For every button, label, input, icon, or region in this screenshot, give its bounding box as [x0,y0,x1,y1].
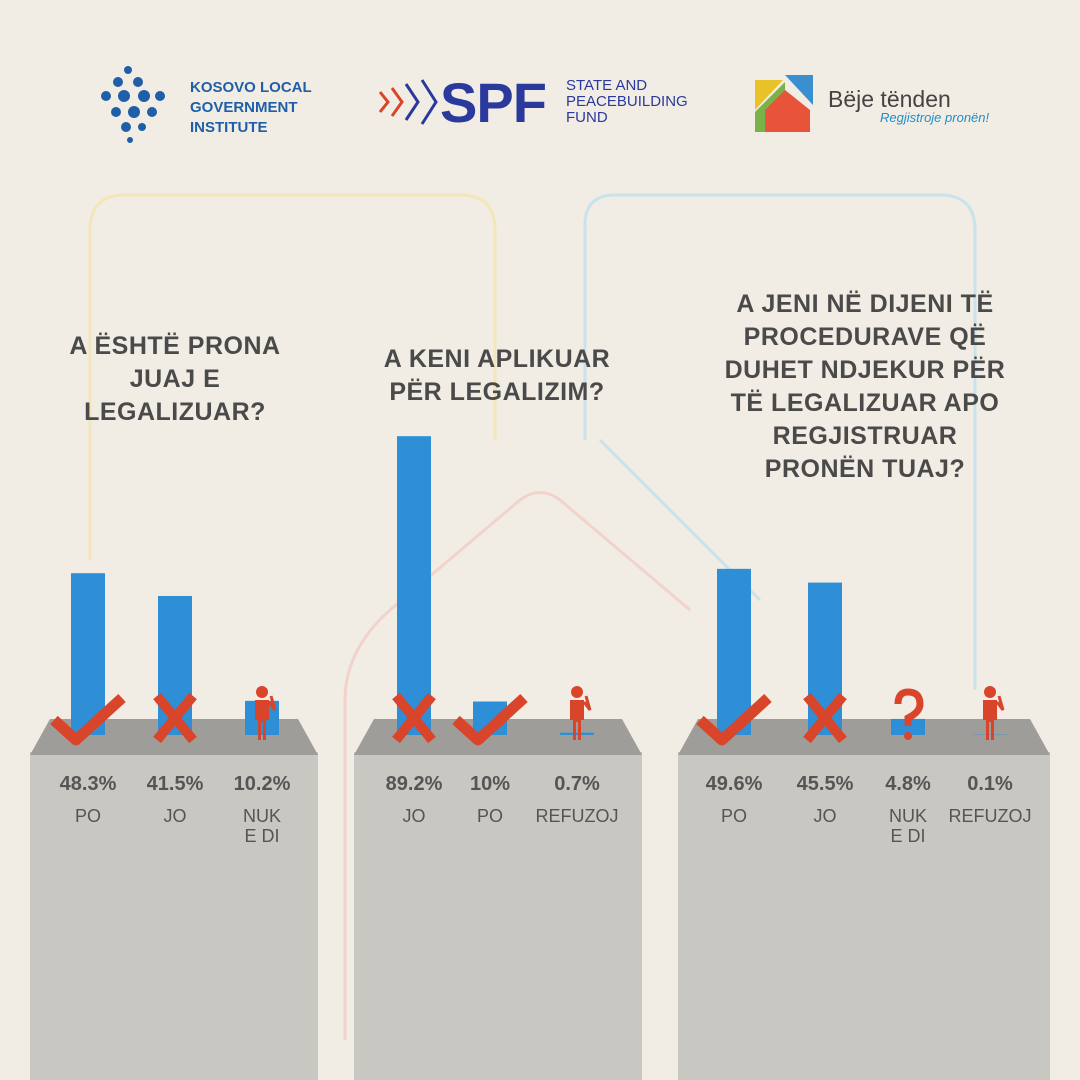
icon-person [570,686,592,740]
icon-shape [696,693,772,746]
icon-x [153,692,197,744]
category-label: NUK E DI [242,806,281,846]
value-label: 49.6% [705,773,763,795]
chart-title: A JENI NË DIJENI TË PROCEDURAVE QË DUHET… [724,290,1006,483]
pedestal [678,752,1050,1080]
logo-text: SPF [440,71,547,134]
category-label: REFUZOJ [948,806,1032,826]
chart-title: A KENI APLIKUAR PËR LEGALIZIM? [383,345,611,406]
value-label: 41.5% [146,773,204,795]
icon-shape [153,692,197,744]
beje-logo [755,75,813,132]
icon-q [894,688,924,740]
klgi-logo [101,66,165,143]
logo-text: KOSOVO LOCAL GOVERNMENT INSTITUTE [190,79,312,136]
value-label: 89.2% [385,773,443,795]
bar [560,732,594,735]
icon-shape [392,692,436,744]
icon-shape [256,686,268,698]
icon-person [255,686,277,740]
icon-check [50,693,126,746]
icon-shape [50,693,126,746]
icon-shape [803,692,847,744]
icon-person [983,686,1005,740]
icon-check [452,693,528,746]
category-label: JO [402,806,426,826]
icon-shape [452,693,528,746]
value-label: 10% [469,773,511,795]
icon-shape [984,686,996,698]
icon-shape [894,688,924,726]
value-label: 0.1% [967,773,1013,795]
category-label: JO [163,806,187,826]
icon-shape [983,700,997,740]
category-label: JO [813,806,837,826]
pedestal [30,752,318,1080]
value-label: 4.8% [885,773,931,795]
icon-check [696,693,772,746]
bar [891,718,925,735]
icon-shape [255,700,269,740]
icon-x [392,692,436,744]
category-label: PO [74,806,101,826]
icon-shape [267,695,277,711]
bar [717,568,751,735]
bar [71,573,105,735]
logo-text: Bëje tënden [828,86,951,112]
icon-shape [995,695,1005,711]
category-label: REFUZOJ [535,806,619,826]
icon-shape [571,686,583,698]
bar [397,436,431,735]
pedestal [354,752,642,1080]
value-label: 10.2% [233,773,291,795]
value-label: 0.7% [554,773,600,795]
icon-shape [582,695,592,711]
spf-logo [378,79,438,125]
icon-shape [904,732,912,740]
category-label: PO [720,806,747,826]
logo-text: STATE AND PEACEBUILDING FUND [566,77,688,126]
category-label: PO [476,806,503,826]
icon-shape [570,700,584,740]
chart-title: A ËSHTË PRONA JUAJ E LEGALIZUAR? [69,332,281,426]
icon-x [803,692,847,744]
logo-text: Regjistroje pronën! [880,110,990,125]
pedestal-top [678,719,1050,755]
value-label: 48.3% [59,773,117,795]
value-label: 45.5% [796,773,854,795]
category-label: NUK E DI [888,806,927,846]
